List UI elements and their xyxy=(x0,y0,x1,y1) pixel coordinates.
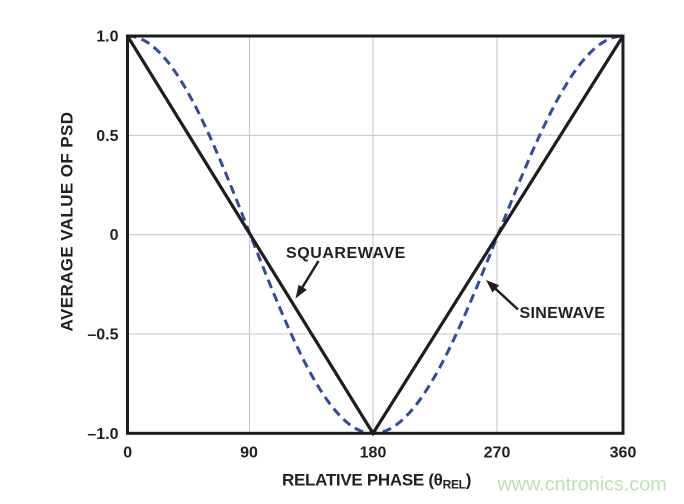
svg-text:1.0: 1.0 xyxy=(96,29,118,46)
svg-text:360: 360 xyxy=(610,445,637,462)
svg-text:180: 180 xyxy=(360,445,387,462)
svg-text:RELATIVE PHASE (θREL): RELATIVE PHASE (θREL) xyxy=(282,471,471,492)
svg-text:SQUAREWAVE: SQUAREWAVE xyxy=(286,245,406,262)
svg-text:AVERAGE VALUE OF PSD: AVERAGE VALUE OF PSD xyxy=(58,112,77,332)
svg-text:www.cntronics.com: www.cntronics.com xyxy=(497,474,667,496)
svg-text:270: 270 xyxy=(484,445,511,462)
svg-text:–1.0: –1.0 xyxy=(87,426,118,443)
svg-text:–0.5: –0.5 xyxy=(87,327,118,344)
svg-text:0.5: 0.5 xyxy=(96,128,118,145)
svg-text:90: 90 xyxy=(240,445,258,462)
svg-text:SINEWAVE: SINEWAVE xyxy=(520,305,606,322)
svg-text:0: 0 xyxy=(110,227,119,244)
svg-text:0: 0 xyxy=(123,445,132,462)
